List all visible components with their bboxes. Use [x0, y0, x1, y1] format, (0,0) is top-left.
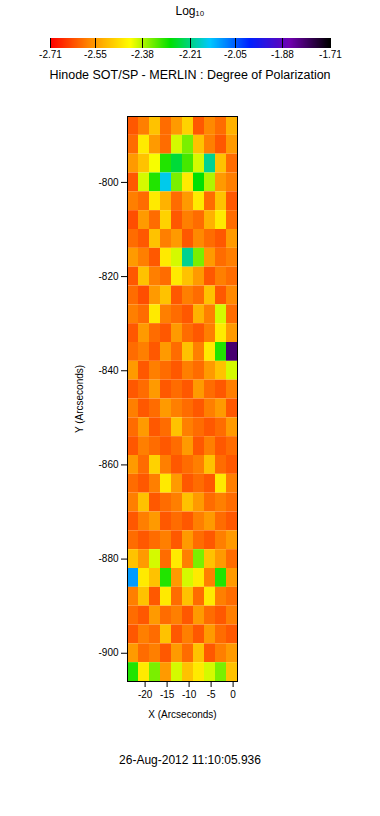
html-text:Log₁₀: Log₁₀ — [175, 4, 205, 18]
svg-text:0: 0 — [230, 689, 236, 700]
svg-text:-860: -860 — [98, 459, 118, 470]
svg-text:-800: -800 — [98, 177, 118, 188]
svg-text:-2.05: -2.05 — [224, 49, 247, 60]
svg-text:-1.71: -1.71 — [319, 49, 342, 60]
svg-text:-820: -820 — [98, 271, 118, 282]
svg-text:-1.88: -1.88 — [271, 49, 294, 60]
svg-text:-2.21: -2.21 — [179, 49, 202, 60]
svg-text:-900: -900 — [98, 647, 118, 658]
svg-text:-2.38: -2.38 — [131, 49, 154, 60]
html-text:26-Aug-2012 11:10:05.936: 26-Aug-2012 11:10:05.936 — [119, 753, 261, 767]
svg-text:-2.71: -2.71 — [39, 49, 62, 60]
svg-text:-880: -880 — [98, 553, 118, 564]
svg-text:-10: -10 — [182, 689, 197, 700]
svg-text:-15: -15 — [160, 689, 175, 700]
svg-text:-5: -5 — [207, 689, 216, 700]
svg-text:Y (Arcseconds): Y (Arcseconds) — [74, 365, 85, 433]
svg-text:X (Arcseconds): X (Arcseconds) — [148, 709, 216, 720]
svg-text:-840: -840 — [98, 365, 118, 376]
svg-text:-2.55: -2.55 — [84, 49, 107, 60]
svg-text:-20: -20 — [138, 689, 153, 700]
html-text:Hinode SOT/SP - MERLIN : Degre: Hinode SOT/SP - MERLIN : Degree of Polar… — [49, 68, 331, 82]
